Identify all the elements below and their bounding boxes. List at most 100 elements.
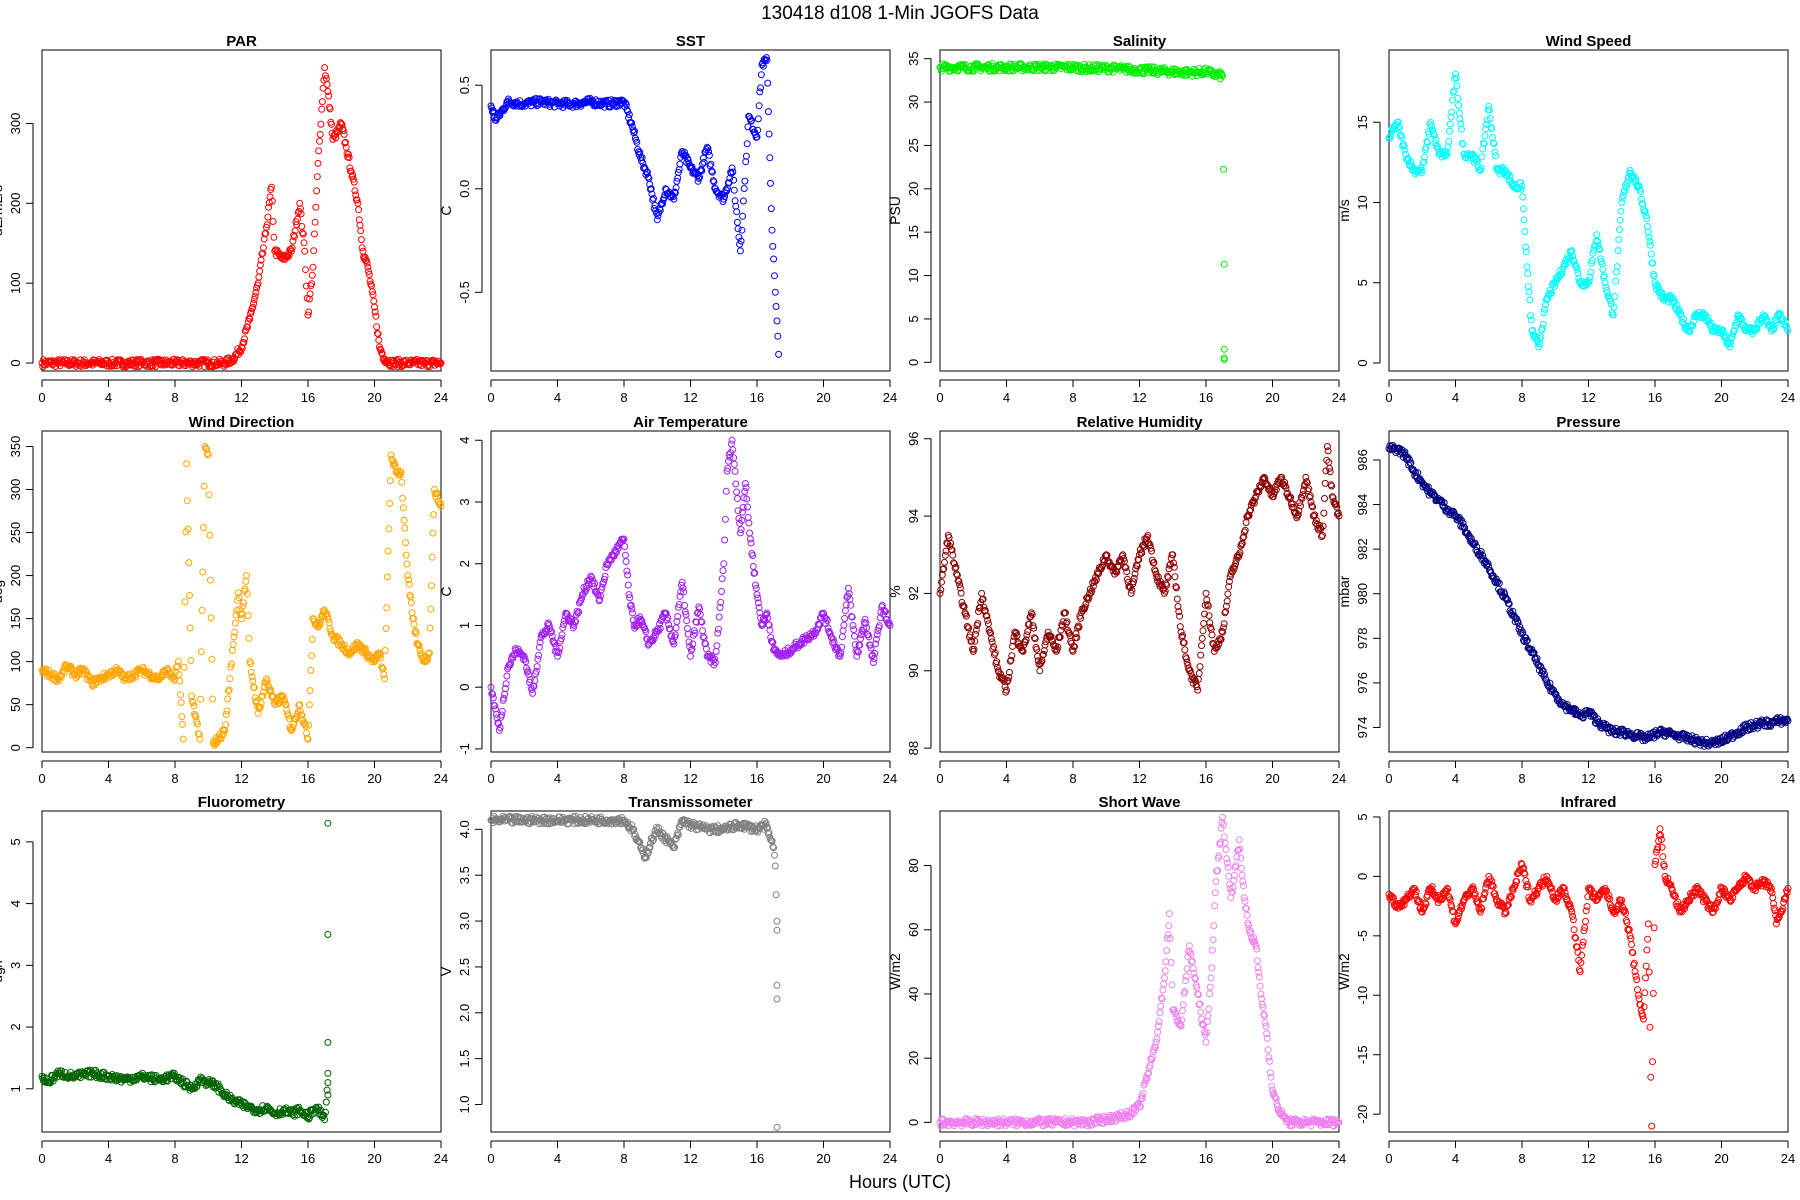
relative-humidity-y-tick-label: 90 [906,664,921,678]
par-point [315,147,323,155]
salinity-point [1220,356,1228,364]
sst-point [675,166,683,173]
relative-humidity-point [1196,663,1204,671]
wind-speed-point [1527,312,1534,320]
relative-humidity-point [1321,479,1329,487]
par-point [318,98,326,106]
wind-speed-point [1398,133,1406,141]
wind-speed-point [1588,257,1596,265]
salinity-point [1188,72,1196,80]
par-point [344,150,352,158]
wind-speed-point [1572,262,1580,270]
wind-speed-point [1396,132,1404,140]
par-point [349,175,357,183]
par-x-tick-label: 0 [38,390,45,405]
wind-speed-point [1587,268,1595,276]
wind-speed-point [1421,153,1428,161]
relative-humidity-point [1198,634,1206,642]
wind-direction-y-tick-label: 50 [8,697,23,711]
par-point [256,267,264,275]
fluorometry-y-tick-label: 4 [8,900,23,907]
wind-speed-point [1491,148,1499,156]
sst-point [653,216,661,224]
sst-point [748,116,756,124]
relative-humidity-x-tick-label: 12 [1132,771,1146,786]
wind-speed-point [1401,146,1409,154]
pressure-points [1385,442,1792,750]
fluorometry-point [324,931,332,938]
wind-speed-point [1614,247,1622,255]
sst-point [739,212,747,220]
wind-direction-point [228,646,236,654]
sst-point [733,218,741,226]
wind-direction-point [410,620,418,628]
par-y-tick-label: 200 [8,192,23,214]
air-temperature-point [741,487,749,495]
pressure-y-tick-label: 978 [1355,627,1370,649]
air-temperature-point [841,607,849,615]
par-point [345,154,353,162]
fluorometry-y-tick-label: 5 [8,838,23,845]
air-temperature-point [841,615,849,622]
air-temperature-plot-frame [490,430,891,753]
pressure-x-tick-label: 4 [1452,771,1459,786]
wind-speed-point [1596,246,1604,253]
wind-speed-point [1528,327,1536,335]
sst-point [728,164,736,172]
wind-speed-x-tick-label: 20 [1714,390,1728,405]
par-point [263,221,271,229]
wind-direction-point [383,604,391,612]
salinity-x-tick-label: 12 [1132,390,1146,405]
wind-speed-point [1613,268,1620,276]
wind-direction-point [383,573,391,581]
wind-speed-point [1537,333,1545,341]
par-point [305,295,313,303]
par-point [323,81,331,88]
wind-direction-ylabel: deg [0,580,5,603]
par-point [301,247,309,255]
air-temperature-point [503,672,511,680]
sst-x-axis: 0 4 8 12 16 20 24 [487,379,897,405]
relative-humidity-x-axis: 0 4 8 12 16 20 24 [936,760,1346,786]
wind-direction-y-tick-label: 100 [8,651,23,673]
par-point [264,213,272,221]
par-point [250,296,258,303]
air-temperature-point [715,625,722,633]
wind-speed-point [1645,233,1653,241]
air-temperature-point [742,484,750,492]
salinity-point [970,67,978,75]
wind-speed-point [1446,127,1453,135]
relative-humidity-x-tick-label: 4 [1003,771,1010,786]
par-point [437,359,445,367]
air-temperature-point [712,648,720,655]
par-point [317,120,325,128]
wind-direction-point [186,591,193,599]
wind-speed-point [1548,289,1555,297]
wind-speed-point [1427,122,1435,130]
fluorometry-x-tick-label: 20 [367,1151,381,1166]
wind-speed-point [1551,283,1558,291]
wind-speed-point [1574,269,1582,277]
wind-speed-point [1524,283,1532,291]
wind-direction-point [398,478,406,486]
transmissometer-x-tick-label: 24 [883,1151,897,1166]
salinity-point [1220,260,1228,268]
wind-speed-point [1641,208,1649,215]
air-temperature-y-tick-label: 0 [457,684,472,691]
air-temperature-point [733,488,741,496]
pressure-x-tick-label: 12 [1581,771,1595,786]
wind-speed-point [1420,158,1428,166]
wind-direction-x-tick-label: 24 [434,771,448,786]
wind-speed-point [1629,175,1637,183]
wind-direction-point [306,687,314,695]
air-temperature-title: Air Temperature [633,414,748,431]
wind-speed-point [1433,142,1441,150]
wind-speed-point [1618,199,1626,206]
salinity-x-tick-label: 8 [1069,390,1076,405]
pressure-y-tick-label: 982 [1355,538,1370,560]
wind-speed-point [1522,248,1530,256]
par-point [337,120,345,127]
